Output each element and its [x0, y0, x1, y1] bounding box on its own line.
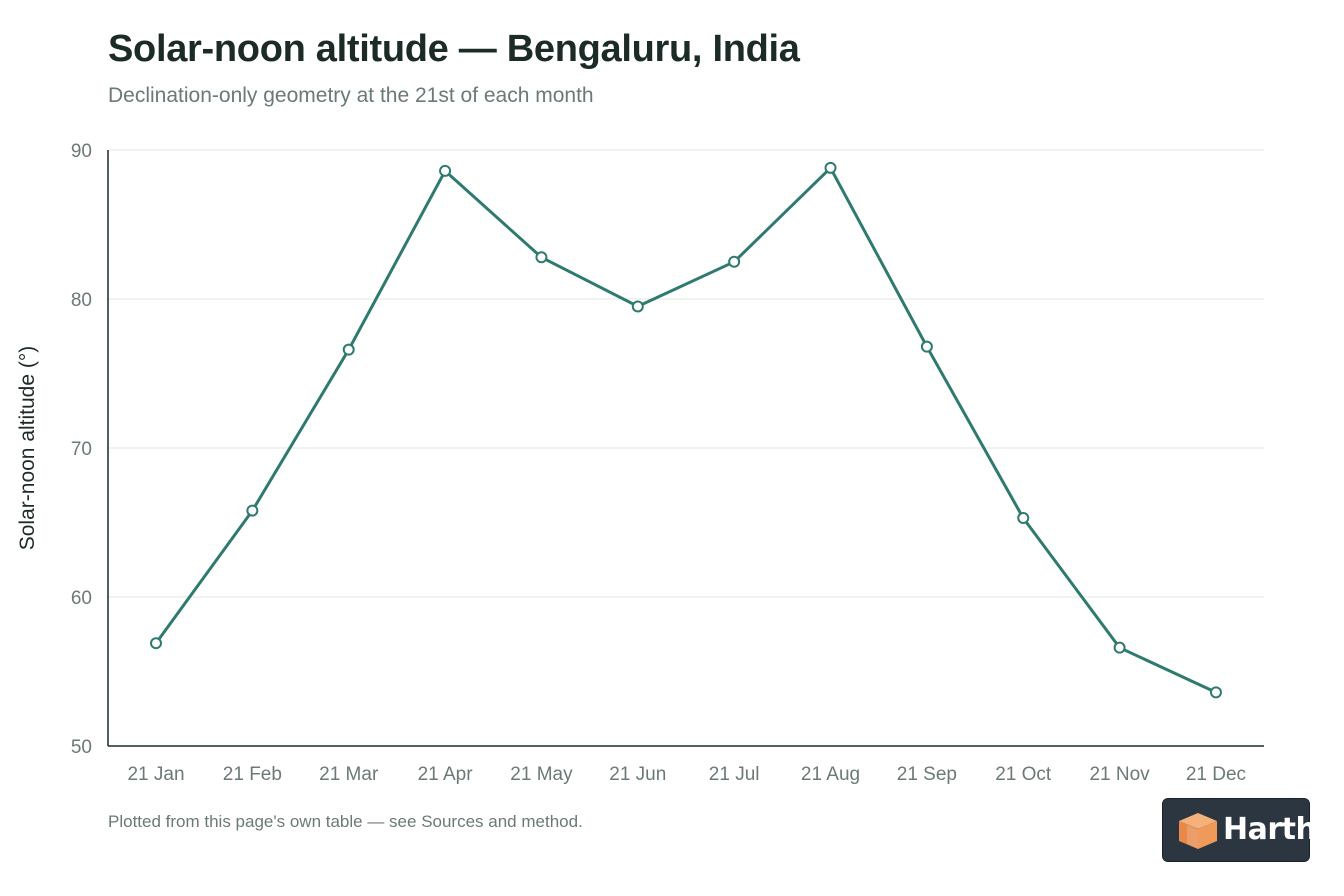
data-point[interactable] — [246, 504, 259, 517]
x-tick-label: 21 Sep — [897, 764, 957, 785]
x-tick-label: 21 Aug — [801, 764, 860, 785]
data-point[interactable] — [728, 255, 741, 268]
x-tick-label: 21 Jul — [709, 764, 760, 785]
y-tick-label: 60 — [71, 588, 92, 609]
y-tick-label: 80 — [71, 290, 92, 311]
harth-logo-badge[interactable]: Harth — [1162, 798, 1317, 862]
logo-text: Harth — [1223, 812, 1317, 847]
data-point[interactable] — [150, 637, 162, 650]
chart-subtitle: Declination-only geometry at the 21st of… — [108, 84, 594, 107]
data-point[interactable] — [342, 343, 355, 356]
chart-title: Solar-noon altitude — Bengaluru, India — [108, 28, 800, 70]
x-tick-label: 21 Apr — [418, 764, 474, 785]
x-tick-label: 21 Mar — [319, 764, 379, 785]
x-tick-label: 21 May — [510, 764, 573, 785]
x-tick-label: 21 Feb — [223, 764, 282, 785]
gridlines — [108, 149, 1264, 598]
data-point[interactable] — [824, 161, 837, 174]
data-point[interactable] — [439, 164, 452, 177]
axes — [107, 150, 1264, 747]
y-tick-label: 70 — [71, 439, 92, 460]
cube-logo-icon — [1179, 813, 1217, 849]
series-layer — [150, 161, 1222, 699]
data-point[interactable] — [535, 251, 548, 264]
x-tick-label: 21 Oct — [995, 764, 1052, 785]
data-point[interactable] — [920, 340, 933, 353]
x-tick-label: 21 Jan — [127, 764, 184, 785]
y-axis-title: Solar-noon altitude (°) — [16, 346, 39, 551]
x-tick-label: 21 Dec — [1186, 764, 1246, 785]
y-tick-labels: 50 60 70 80 90 — [71, 141, 92, 758]
x-tick-label: 21 Nov — [1089, 764, 1150, 785]
y-tick-label: 90 — [71, 141, 92, 162]
data-point[interactable] — [1017, 512, 1030, 525]
data-point[interactable] — [1113, 641, 1126, 654]
x-tick-labels: 21 Jan 21 Feb 21 Mar 21 Apr 21 May 21 Jun 21 J… — [127, 764, 1246, 785]
data-point[interactable] — [631, 300, 644, 313]
x-tick-label: 21 Jun — [609, 764, 666, 785]
series-line — [154, 166, 1218, 694]
data-point[interactable] — [1209, 686, 1222, 699]
line-chart: 50 60 70 80 90 21 Jan 21 Feb 21 Mar 21 Apr 21 Ma… — [16, 141, 1264, 785]
footnote: Plotted from this page's own table — see… — [108, 812, 583, 831]
y-tick-label: 50 — [71, 737, 92, 758]
